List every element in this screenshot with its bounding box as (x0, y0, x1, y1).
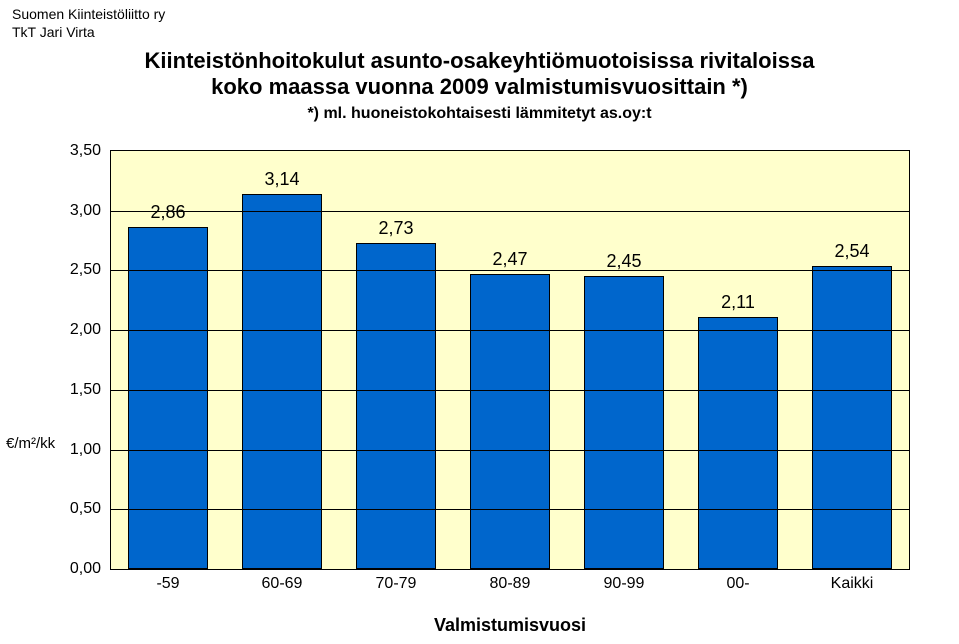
bar-slot: 2,7370-79 (339, 151, 453, 569)
bar-slot: 2,4780-89 (453, 151, 567, 569)
xtick-label: 70-79 (339, 575, 453, 593)
grid-line (111, 509, 909, 510)
bars-container: 2,86-593,1460-692,7370-792,4780-892,4590… (111, 151, 909, 569)
grid-line (111, 330, 909, 331)
xtick-label: 90-99 (567, 575, 681, 593)
xaxis-title: Valmistumisvuosi (110, 615, 910, 636)
header-line-2: TkT Jari Virta (12, 24, 165, 40)
chart-title-line-2: koko maassa vuonna 2009 valmistumisvuosi… (0, 74, 959, 100)
bar-value-label: 2,86 (111, 202, 225, 223)
ytick-label: 0,50 (70, 500, 101, 518)
bar-value-label: 2,54 (795, 241, 909, 262)
xtick-label: 80-89 (453, 575, 567, 593)
grid-line (111, 450, 909, 451)
plot-area: 2,86-593,1460-692,7370-792,4780-892,4590… (110, 150, 910, 570)
bar (698, 317, 778, 569)
yaxis-unit-label: €/m²/kk (6, 435, 55, 452)
bar-value-label: 2,11 (681, 292, 795, 313)
ytick-label: 2,50 (70, 261, 101, 279)
chart-title-block: Kiinteistönhoitokulut asunto-osakeyhtiöm… (0, 48, 959, 123)
header-line-1: Suomen Kiinteistöliitto ry (12, 6, 165, 22)
bar (242, 194, 322, 569)
ytick-label: 0,00 (70, 560, 101, 578)
bar (584, 276, 664, 569)
bar (812, 266, 892, 569)
bar-slot: 2,86-59 (111, 151, 225, 569)
bar (356, 243, 436, 569)
grid-line (111, 390, 909, 391)
chart-title-line-1: Kiinteistönhoitokulut asunto-osakeyhtiöm… (0, 48, 959, 74)
xtick-label: 00- (681, 575, 795, 593)
xtick-label: -59 (111, 575, 225, 593)
bar (128, 227, 208, 569)
document-header: Suomen Kiinteistöliitto ry TkT Jari Virt… (12, 6, 165, 40)
grid-line (111, 270, 909, 271)
xtick-label: Kaikki (795, 575, 909, 593)
bar-value-label: 3,14 (225, 169, 339, 190)
bar-value-label: 2,45 (567, 251, 681, 272)
bar-slot: 2,1100- (681, 151, 795, 569)
bar-slot: 2,54Kaikki (795, 151, 909, 569)
ytick-label: 1,00 (70, 441, 101, 459)
bar-slot: 2,4590-99 (567, 151, 681, 569)
bar (470, 274, 550, 569)
chart-subtitle: *) ml. huoneistokohtaisesti lämmitetyt a… (0, 105, 959, 123)
ytick-label: 3,00 (70, 202, 101, 220)
ytick-label: 1,50 (70, 381, 101, 399)
bar-slot: 3,1460-69 (225, 151, 339, 569)
ytick-label: 2,00 (70, 321, 101, 339)
bar-value-label: 2,73 (339, 218, 453, 239)
xtick-label: 60-69 (225, 575, 339, 593)
grid-line (111, 211, 909, 212)
ytick-label: 3,50 (70, 142, 101, 160)
bar-value-label: 2,47 (453, 249, 567, 270)
